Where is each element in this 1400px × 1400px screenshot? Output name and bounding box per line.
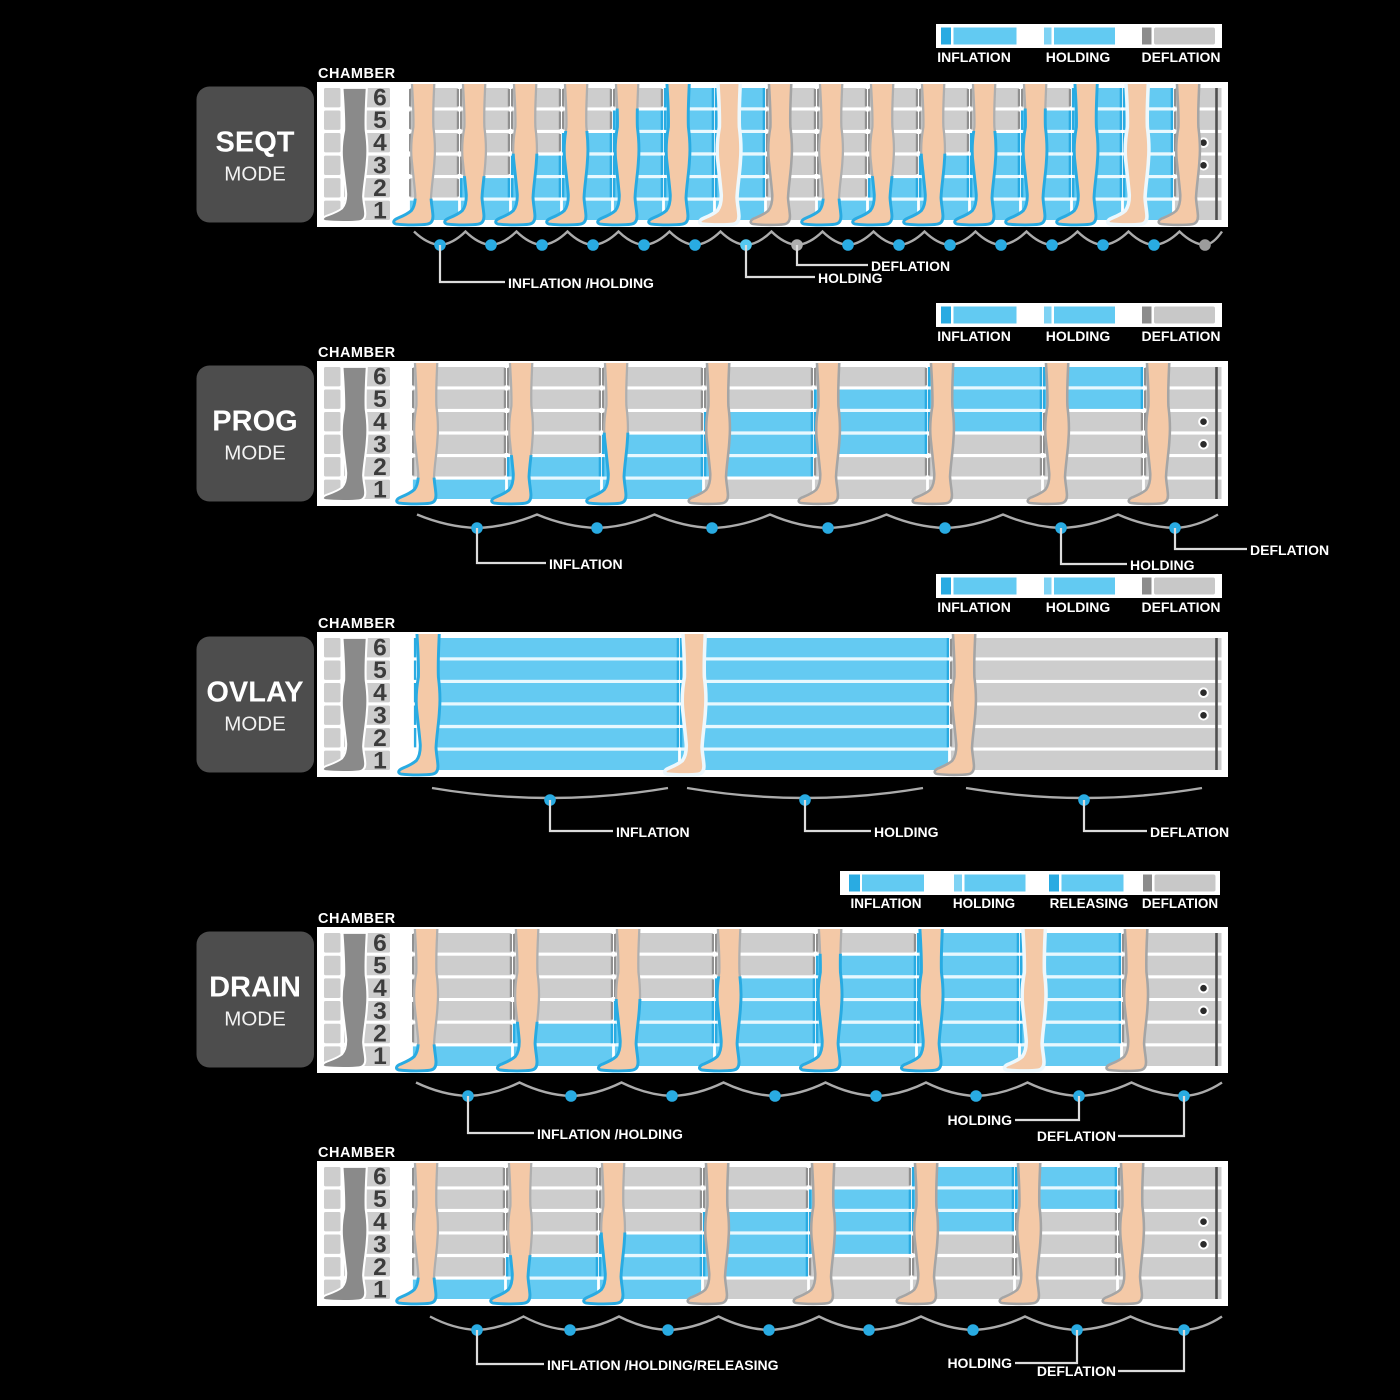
svg-text:4: 4	[373, 975, 387, 1002]
svg-text:MODE: MODE	[224, 713, 286, 736]
svg-text:INFLATION: INFLATION	[851, 896, 922, 911]
svg-text:3: 3	[373, 998, 387, 1025]
svg-text:1: 1	[373, 476, 387, 503]
svg-text:HOLDING: HOLDING	[947, 1355, 1012, 1371]
svg-text:HOLDING: HOLDING	[818, 270, 883, 286]
svg-text:INFLATION: INFLATION	[549, 556, 623, 572]
svg-text:4: 4	[373, 409, 387, 436]
svg-text:OVLAY: OVLAY	[206, 677, 303, 709]
svg-text:CHAMBER: CHAMBER	[318, 345, 396, 361]
svg-text:6: 6	[373, 85, 387, 112]
svg-text:DEFLATION: DEFLATION	[1141, 49, 1220, 65]
svg-text:1: 1	[373, 1276, 387, 1303]
svg-text:DRAIN: DRAIN	[209, 972, 301, 1004]
svg-text:HOLDING: HOLDING	[947, 1112, 1012, 1128]
svg-text:3: 3	[373, 702, 387, 729]
svg-text:4: 4	[373, 1209, 387, 1236]
svg-text:2: 2	[373, 1021, 387, 1048]
svg-text:SEQT: SEQT	[216, 127, 295, 159]
svg-text:5: 5	[373, 953, 387, 980]
svg-text:5: 5	[373, 386, 387, 413]
svg-text:6: 6	[373, 930, 387, 957]
svg-text:DEFLATION: DEFLATION	[1037, 1363, 1116, 1379]
svg-text:HOLDING: HOLDING	[953, 896, 1015, 911]
svg-text:CHAMBER: CHAMBER	[318, 1145, 396, 1161]
svg-text:6: 6	[373, 364, 387, 391]
svg-text:5: 5	[373, 1186, 387, 1213]
svg-text:6: 6	[373, 1164, 387, 1191]
svg-text:INFLATION: INFLATION	[616, 824, 690, 840]
svg-text:RELEASING: RELEASING	[1050, 896, 1129, 911]
svg-text:INFLATION /HOLDING/RELEASING: INFLATION /HOLDING/RELEASING	[547, 1357, 779, 1373]
svg-text:MODE: MODE	[224, 442, 286, 465]
svg-text:HOLDING: HOLDING	[1046, 328, 1111, 344]
svg-text:DEFLATION: DEFLATION	[1141, 328, 1220, 344]
svg-text:DEFLATION: DEFLATION	[1037, 1128, 1116, 1144]
svg-text:5: 5	[373, 107, 387, 134]
svg-text:MODE: MODE	[224, 163, 286, 186]
svg-text:PROG: PROG	[212, 406, 297, 438]
svg-text:CHAMBER: CHAMBER	[318, 66, 396, 82]
svg-text:CHAMBER: CHAMBER	[318, 616, 396, 632]
svg-text:1: 1	[373, 1043, 387, 1070]
svg-text:3: 3	[373, 152, 387, 179]
svg-text:DEFLATION: DEFLATION	[1150, 824, 1229, 840]
svg-text:2: 2	[373, 1254, 387, 1281]
svg-text:INFLATION: INFLATION	[937, 328, 1011, 344]
svg-text:INFLATION /HOLDING: INFLATION /HOLDING	[537, 1126, 683, 1142]
svg-text:6: 6	[373, 635, 387, 662]
svg-text:HOLDING: HOLDING	[1046, 599, 1111, 615]
svg-text:HOLDING: HOLDING	[874, 824, 939, 840]
svg-text:1: 1	[373, 197, 387, 224]
svg-text:4: 4	[373, 680, 387, 707]
svg-text:2: 2	[373, 725, 387, 752]
svg-text:INFLATION: INFLATION	[937, 49, 1011, 65]
svg-text:MODE: MODE	[224, 1008, 286, 1031]
svg-text:3: 3	[373, 431, 387, 458]
svg-text:3: 3	[373, 1231, 387, 1258]
svg-text:CHAMBER: CHAMBER	[318, 911, 396, 927]
svg-text:2: 2	[373, 175, 387, 202]
svg-text:HOLDING: HOLDING	[1130, 557, 1195, 573]
svg-text:DEFLATION: DEFLATION	[871, 258, 950, 274]
svg-text:HOLDING: HOLDING	[1046, 49, 1111, 65]
svg-text:DEFLATION: DEFLATION	[1250, 542, 1329, 558]
svg-text:4: 4	[373, 130, 387, 157]
svg-text:1: 1	[373, 747, 387, 774]
svg-text:DEFLATION: DEFLATION	[1141, 599, 1220, 615]
svg-text:INFLATION: INFLATION	[937, 599, 1011, 615]
svg-text:DEFLATION: DEFLATION	[1142, 896, 1218, 911]
svg-text:5: 5	[373, 657, 387, 684]
svg-text:2: 2	[373, 454, 387, 481]
svg-text:INFLATION /HOLDING: INFLATION /HOLDING	[508, 275, 654, 291]
